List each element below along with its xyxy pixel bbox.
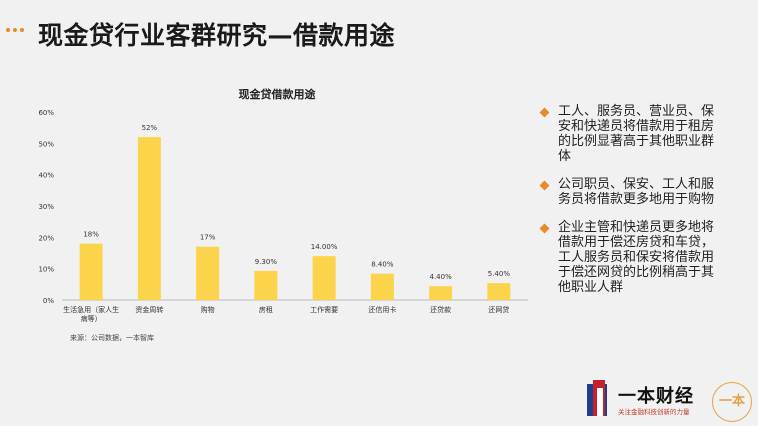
bar [79,243,103,300]
brand-seal-icon: 一本 [712,382,752,422]
bar [312,256,336,300]
data-label: 18% [83,231,99,239]
brand-mark-icon [587,380,607,416]
bullet-text: 企业主管和快递员更多地将借款用于偿还房贷和车贷，工人服务员和保安将借款用于偿还网… [558,220,715,295]
bullet-item: 企业主管和快递员更多地将借款用于偿还房贷和车贷，工人服务员和保安将借款用于偿还网… [536,220,726,295]
x-tick-label: 购物 [201,305,215,314]
source-note: 来源：公司数据，一本智库 [70,333,154,342]
data-label: 17% [200,234,216,242]
data-label: 9.30% [255,258,278,266]
diamond-bullet-icon [539,223,550,234]
data-label: 8.40% [371,261,394,269]
diamond-bullet-icon [539,107,550,118]
y-tick-label: 40% [38,172,54,180]
x-tick-label: 还贷款 [430,305,451,314]
brand-slogan: 关注金融科技创新的力量 [618,408,690,416]
bar [254,270,278,300]
bullet-text: 工人、服务员、营业员、保安和快递员将借款用于租房的比例显著高于其他职业群体 [558,104,715,164]
y-tick-label: 30% [38,203,54,211]
data-label: 14.00% [311,243,338,251]
bullet-item: 公司职员、保安、工人和服务员将借款更多地用于购物 [536,177,726,207]
y-tick-label: 20% [38,234,54,242]
bar [487,283,511,300]
data-label: 5.40% [488,270,511,278]
bar [137,137,161,300]
data-label: 52% [142,124,158,132]
brand-logo: 一本财经 关注金融科技创新的力量 [584,378,704,420]
chart-title: 现金贷借款用途 [239,87,317,101]
x-tick-label: 工作需要 [310,305,338,314]
bar [429,286,453,300]
bar [196,246,220,300]
data-label: 4.40% [430,273,453,281]
x-tick-label: 资金周转 [135,305,163,314]
y-tick-label: 60% [38,109,54,117]
x-tick-label: 还信用卡 [368,305,396,314]
x-tick-label: 房租 [259,305,273,314]
y-tick-label: 0% [43,297,54,305]
bar [370,273,394,300]
y-tick-label: 10% [38,266,54,274]
diamond-bullet-icon [539,180,550,191]
page-title: 现金贷行业客群研究—借款用途 [38,21,396,50]
bullet-text: 公司职员、保安、工人和服务员将借款更多地用于购物 [558,177,715,207]
y-tick-label: 50% [38,140,54,148]
bullet-item: 工人、服务员、营业员、保安和快递员将借款用于租房的比例显著高于其他职业群体 [536,104,726,164]
x-tick-label: 还网贷 [488,305,509,314]
brand-name: 一本财经 [618,386,694,407]
x-tick-label: 病等） [81,314,102,323]
bullet-list: 工人、服务员、营业员、保安和快递员将借款用于租房的比例显著高于其他职业群体 公司… [536,104,726,308]
x-tick-label: 生活急用（家人生 [63,305,119,314]
